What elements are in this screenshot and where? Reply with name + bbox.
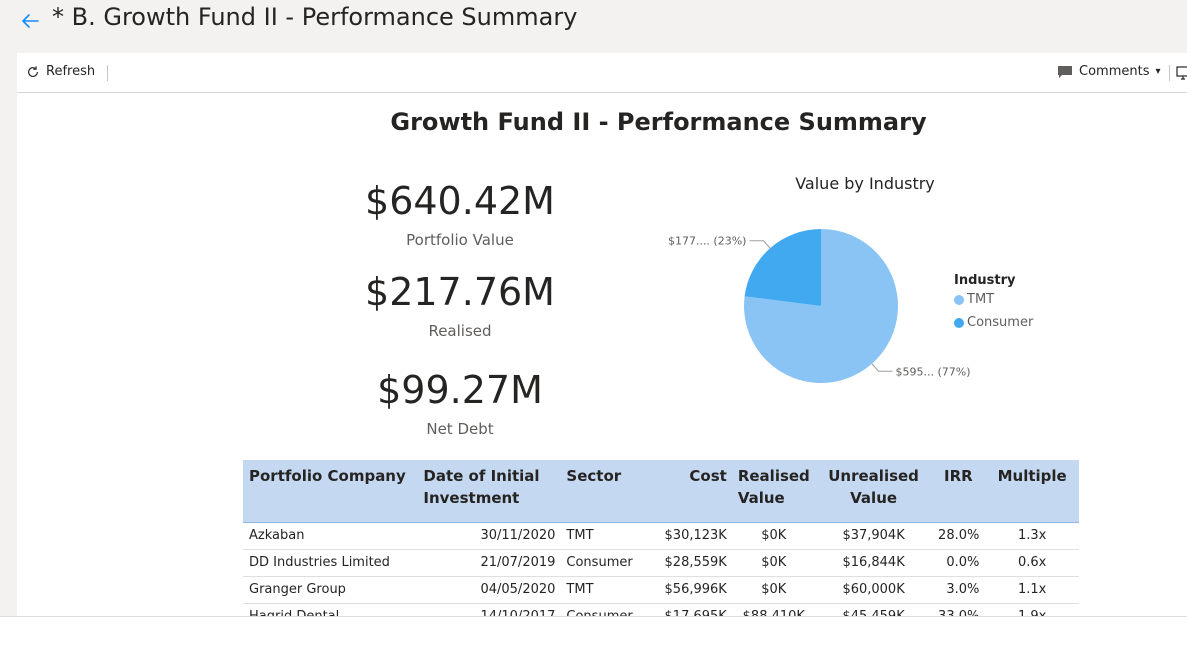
table-row[interactable]: DD Industries Limited 21/07/2019 Consume… (243, 549, 1079, 577)
table-row[interactable]: Granger Group 04/05/2020 TMT $56,996K $0… (243, 576, 1079, 604)
cell-date: 30/11/2020 (417, 522, 561, 550)
column-header[interactable]: Multiple (984, 460, 1079, 523)
kpi-label: Realised (428, 322, 492, 340)
kpi-value: $640.42M (365, 179, 555, 223)
cell-multiple: 1.1x (984, 576, 1079, 604)
kpi-card-realised: $217.76M Realised (287, 273, 633, 340)
toolbar-divider (1169, 65, 1170, 81)
refresh-button[interactable]: Refresh (26, 64, 95, 79)
comments-button[interactable]: Comments ▾ (1057, 64, 1161, 79)
legend-item-consumer[interactable]: Consumer (954, 315, 1033, 330)
page-title: * B. Growth Fund II - Performance Summar… (52, 3, 578, 31)
cell-company: Hagrid Dental (243, 603, 418, 616)
pie-slice-consumer[interactable] (744, 229, 821, 306)
column-header[interactable]: Cost (652, 460, 732, 523)
kpi-card-net-debt: $99.27M Net Debt (287, 371, 633, 438)
legend-label: TMT (967, 292, 995, 307)
cell-multiple: 0.6x (984, 549, 1079, 577)
cell-realised: $88,410K (731, 603, 815, 616)
cell-irr: 28.0% (931, 522, 985, 550)
kpi-value: $217.76M (365, 270, 555, 314)
legend-title: Industry (954, 273, 1016, 288)
cell-sector: TMT (560, 576, 653, 604)
column-header[interactable]: Unrealised Value (814, 460, 932, 523)
kpi-label: Net Debt (426, 420, 494, 438)
kpi-card-portfolio-value: $640.42M Portfolio Value (287, 182, 633, 249)
chart-legend: Industry TMT Consumer (954, 273, 1033, 338)
cell-company: DD Industries Limited (243, 549, 418, 577)
legend-item-tmt[interactable]: TMT (954, 292, 1033, 307)
cell-irr: 0.0% (931, 549, 985, 577)
cell-cost: $56,996K (652, 576, 732, 604)
column-header[interactable]: Sector (560, 460, 653, 523)
bottom-area (0, 616, 1187, 666)
cell-company: Azkaban (243, 522, 418, 550)
legend-swatch (954, 294, 964, 305)
refresh-icon (28, 65, 38, 77)
column-header[interactable]: Portfolio Company (243, 460, 418, 523)
left-gutter (0, 53, 17, 616)
chevron-down-icon: ▾ (1155, 66, 1161, 77)
cell-cost: $17,695K (652, 603, 732, 616)
cell-realised: $0K (731, 576, 815, 604)
portfolio-table: Portfolio Company Date of Initial Invest… (243, 460, 1079, 616)
back-arrow-icon[interactable] (18, 9, 42, 33)
view-mode-icon[interactable] (1176, 65, 1187, 81)
cell-sector: TMT (560, 522, 653, 550)
cell-date: 21/07/2019 (417, 549, 561, 577)
legend-label: Consumer (967, 315, 1034, 330)
table-row[interactable]: Azkaban 30/11/2020 TMT $30,123K $0K $37,… (243, 522, 1079, 550)
kpi-value: $99.27M (377, 368, 543, 412)
cell-irr: 3.0% (931, 576, 985, 604)
column-header[interactable]: Realised Value (731, 460, 815, 523)
chart-title: Value by Industry (795, 174, 935, 193)
cell-cost: $30,123K (652, 522, 732, 550)
cell-realised: $0K (731, 549, 815, 577)
cell-irr: 33.0% (931, 603, 985, 616)
report-canvas: Growth Fund II - Performance Summary $64… (17, 94, 1187, 616)
toolbar-divider (107, 65, 108, 81)
cell-unrealised: $16,844K (814, 549, 932, 577)
report-toolbar: Refresh Comments ▾ (17, 53, 1187, 93)
cell-multiple: 1.3x (984, 522, 1079, 550)
pie-leader-line (871, 363, 893, 372)
refresh-label: Refresh (46, 64, 96, 79)
cell-sector: Consumer (560, 549, 653, 577)
comments-label: Comments (1079, 64, 1150, 79)
cell-sector: Consumer (560, 603, 653, 616)
legend-swatch (954, 317, 964, 328)
pie-chart[interactable]: $595... (77%) $177.... (23%) (668, 214, 971, 404)
pie-data-label: $595... (77%) (896, 365, 971, 378)
cell-company: Granger Group (243, 576, 418, 604)
column-header[interactable]: Date of Initial Investment (417, 460, 561, 523)
cell-date: 04/05/2020 (417, 576, 561, 604)
pie-leader-line (749, 240, 771, 249)
cell-unrealised: $37,904K (814, 522, 932, 550)
cell-unrealised: $60,000K (814, 576, 932, 604)
cell-realised: $0K (731, 522, 815, 550)
cell-cost: $28,559K (652, 549, 732, 577)
table-row[interactable]: Hagrid Dental 14/10/2017 Consumer $17,69… (243, 603, 1079, 616)
pie-data-label: $177.... (23%) (668, 235, 747, 248)
cell-date: 14/10/2017 (417, 603, 561, 616)
cell-unrealised: $45,459K (814, 603, 932, 616)
table-header-row: Portfolio Company Date of Initial Invest… (243, 460, 1079, 523)
comment-icon (1058, 65, 1072, 78)
column-header[interactable]: IRR (931, 460, 985, 523)
app-header: * B. Growth Fund II - Performance Summar… (0, 0, 1187, 53)
report-title: Growth Fund II - Performance Summary (390, 108, 927, 136)
cell-multiple: 1.9x (984, 603, 1079, 616)
kpi-label: Portfolio Value (406, 231, 514, 249)
